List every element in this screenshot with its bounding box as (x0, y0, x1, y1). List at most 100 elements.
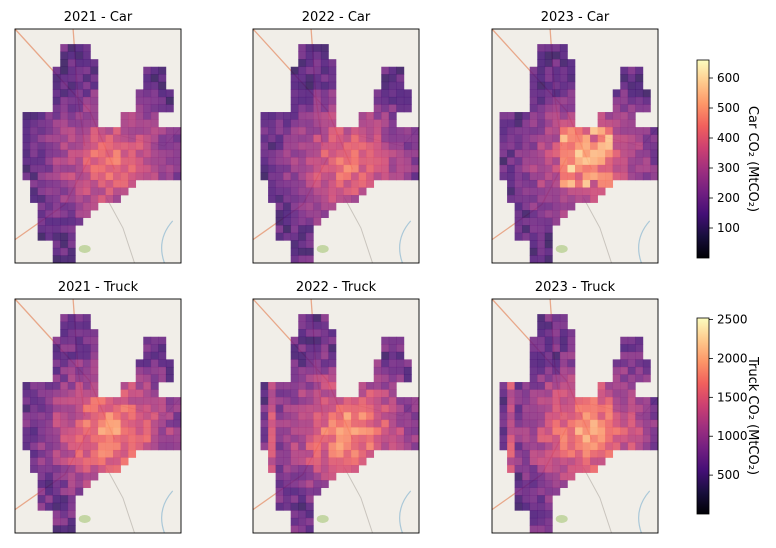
heatmap-cell (52, 195, 61, 203)
heatmap-cell (328, 104, 337, 113)
heatmap-cell (582, 195, 591, 203)
heatmap-cell (105, 127, 114, 135)
heatmap-cell (143, 66, 152, 75)
heatmap-cell (128, 397, 137, 405)
heatmap-cell (260, 442, 269, 451)
heatmap-cell (45, 134, 54, 143)
heatmap-cell (567, 142, 576, 151)
heatmap-cell (128, 449, 137, 458)
heatmap-cell (120, 412, 129, 421)
heatmap-cell (283, 472, 292, 481)
heatmap-cell (381, 119, 390, 128)
heatmap-cell (67, 525, 76, 534)
heatmap-cell (499, 172, 508, 181)
heatmap-cell (627, 89, 636, 98)
heatmap-cell (67, 336, 76, 345)
heatmap-cell (336, 434, 344, 443)
heatmap-cell (82, 142, 91, 151)
heatmap-cell (642, 374, 651, 383)
heatmap-cell (567, 134, 576, 143)
heatmap-cell (75, 351, 84, 360)
heatmap-cell (120, 449, 129, 458)
heatmap-cell (328, 329, 337, 338)
heatmap-cell (597, 157, 606, 166)
heatmap-cell (37, 382, 46, 390)
heatmap-cell (358, 127, 367, 135)
heatmap-cell (537, 510, 546, 519)
heatmap-cell (283, 382, 292, 390)
heatmap-cell (537, 336, 546, 345)
heatmap-cell (150, 164, 159, 173)
heatmap-cell (90, 419, 99, 428)
heatmap-cell (567, 157, 576, 166)
heatmap-cell (343, 449, 352, 458)
heatmap-cell (559, 195, 568, 203)
heatmap-cell (290, 351, 299, 360)
heatmap-cell (275, 502, 284, 511)
heatmap-cell (60, 442, 69, 451)
heatmap-cell (82, 344, 91, 353)
heatmap-cell (343, 149, 352, 158)
heatmap-cell (320, 329, 329, 338)
heatmap-cell (597, 149, 606, 158)
heatmap-cell (627, 344, 636, 353)
heatmap-cell (290, 127, 299, 135)
heatmap-cell (105, 442, 114, 451)
heatmap-cell (537, 359, 546, 368)
heatmap-cell (597, 119, 606, 128)
heatmap-cell (150, 351, 159, 360)
heatmap-cell (559, 157, 568, 166)
heatmap-cell (90, 465, 99, 473)
heatmap-cell (90, 112, 99, 120)
heatmap-cell (143, 404, 152, 413)
heatmap-cell (45, 472, 54, 481)
panel-title: 2023 - Truck (535, 280, 616, 295)
heatmap-cell (30, 457, 38, 466)
heatmap-cell (396, 157, 405, 166)
heatmap-cell (411, 172, 420, 181)
heatmap-cell (143, 96, 152, 105)
heatmap-cell (135, 412, 144, 421)
heatmap-cell (75, 164, 84, 173)
heatmap-cell (305, 240, 314, 249)
heatmap-cell (522, 149, 531, 158)
heatmap-cell (612, 382, 621, 390)
heatmap-cell (260, 119, 269, 128)
heatmap-cell (143, 149, 152, 158)
heatmap-cell (529, 255, 538, 264)
heatmap-cell (173, 157, 182, 166)
heatmap-cell (82, 389, 91, 398)
heatmap-cell (298, 427, 307, 436)
heatmap-cell (90, 142, 99, 151)
heatmap-cell (305, 336, 314, 345)
heatmap-cell (82, 44, 91, 52)
heatmap-cell (67, 359, 76, 368)
heatmap-cell (158, 172, 167, 181)
heatmap-cell (143, 397, 152, 405)
heatmap-cell (358, 427, 367, 436)
heatmap-cell (90, 172, 99, 181)
heatmap-cell (529, 434, 538, 443)
heatmap-cell (320, 104, 329, 113)
heatmap-cell (290, 217, 299, 226)
heatmap-cell (522, 210, 531, 219)
heatmap-cell (328, 359, 337, 368)
heatmap-cell (320, 457, 329, 466)
heatmap-cell (260, 142, 269, 151)
heatmap-cell (336, 404, 344, 413)
heatmap-cell (650, 442, 659, 451)
basemap-river (399, 220, 412, 264)
heatmap-cell (275, 495, 284, 504)
heatmap-cell (351, 179, 359, 188)
heatmap-cell (128, 434, 137, 443)
heatmap-cell (60, 472, 69, 481)
heatmap-cell (590, 404, 598, 413)
heatmap-cell (522, 179, 531, 188)
heatmap-cell (75, 172, 84, 181)
heatmap-cell (90, 389, 99, 398)
heatmap-cell (358, 442, 367, 451)
heatmap-cell (388, 134, 397, 143)
heatmap-cell (22, 412, 31, 421)
heatmap-cell (328, 336, 337, 345)
heatmap-cell (313, 344, 322, 353)
